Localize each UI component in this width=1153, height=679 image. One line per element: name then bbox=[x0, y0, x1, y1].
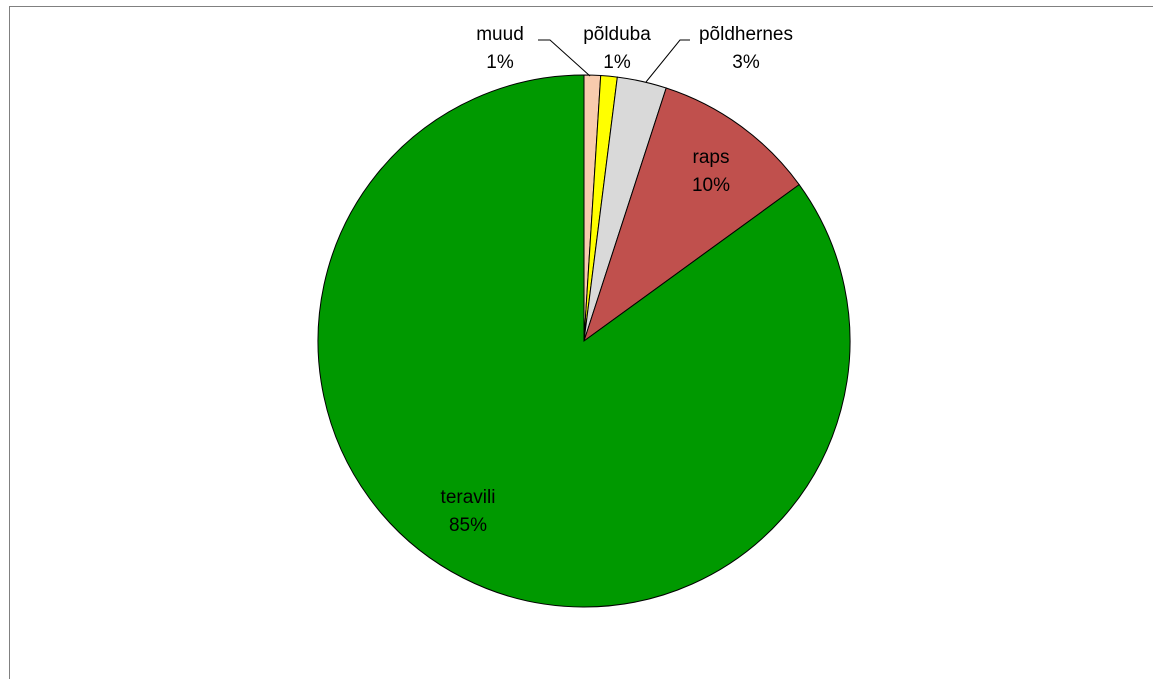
pie-slices bbox=[317, 74, 851, 608]
data-label-percent-muud: 1% bbox=[486, 52, 514, 73]
data-label-percent-põlduba: 1% bbox=[603, 52, 631, 73]
data-label-percent-teravili: 85% bbox=[449, 515, 487, 536]
pie-slice-teravili bbox=[317, 74, 851, 608]
data-label-name-põldhernes: põldhernes bbox=[699, 24, 793, 45]
data-label-percent-põldhernes: 3% bbox=[732, 52, 760, 73]
data-label-percent-raps: 10% bbox=[692, 175, 730, 196]
data-label-name-teravili: teravili bbox=[441, 487, 496, 508]
leader-line-muud bbox=[538, 39, 591, 77]
data-label-name-põlduba: põlduba bbox=[583, 24, 651, 45]
data-label-name-raps: raps bbox=[693, 147, 730, 168]
leader-lines bbox=[538, 39, 690, 83]
data-label-name-muud: muud bbox=[476, 24, 524, 45]
leader-line-põldhernes bbox=[645, 39, 690, 83]
data-labels: muud 1% põlduba 1% põldhernes 3% raps 10% teravi… bbox=[441, 24, 793, 536]
pie-slice-raps bbox=[583, 87, 800, 343]
